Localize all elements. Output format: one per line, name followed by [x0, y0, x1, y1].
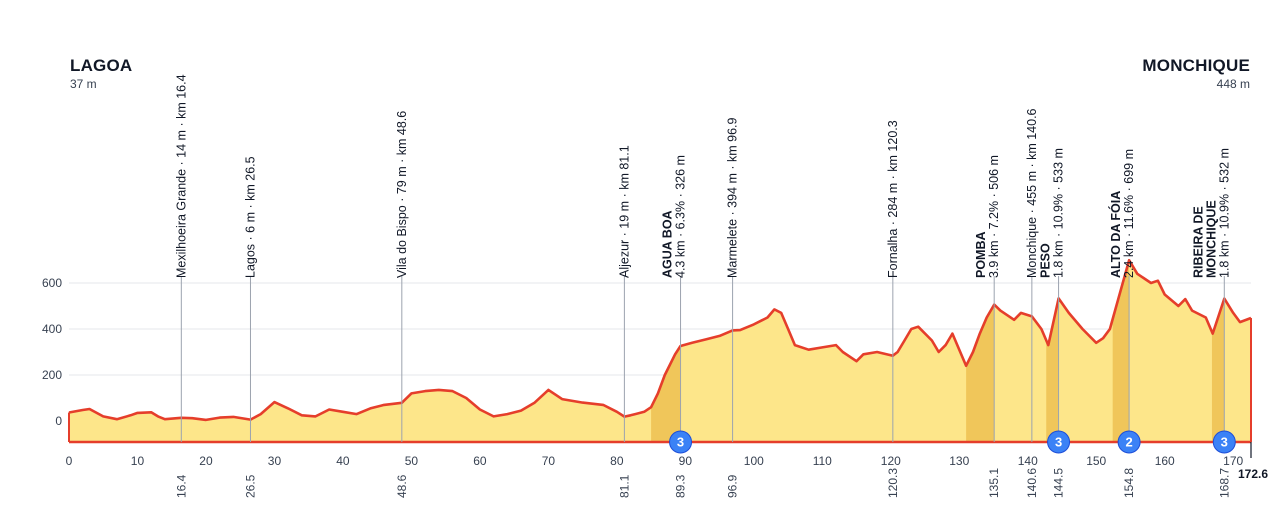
climb-name-label: ALTO DA FÓIA	[1108, 191, 1123, 278]
start-location: LAGOA 37 m	[70, 56, 132, 91]
y-tick-label: 200	[42, 368, 62, 382]
finish-location: MONCHIQUE 448 m	[1142, 56, 1250, 91]
climb-shade	[651, 346, 681, 442]
point-label: Aljezur · 19 m · km 81.1	[617, 145, 631, 278]
point-label: 2.4 km · 11.6% · 699 m	[1122, 149, 1136, 278]
point-label: 1.8 km · 10.9% · 533 m	[1052, 148, 1066, 278]
x-tick-label: 60	[473, 454, 487, 468]
y-tick-label: 600	[42, 276, 62, 290]
x-tick-label: 50	[405, 454, 419, 468]
finish-elevation: 448 m	[1216, 77, 1250, 91]
climb-name-label: RIBEIRA DE	[1191, 206, 1205, 278]
point-km-label: 96.9	[726, 474, 740, 498]
climb-name-label: MONCHIQUE	[1204, 200, 1218, 278]
profile-area	[69, 260, 1251, 442]
x-tick-label: 100	[744, 454, 764, 468]
point-km-label: 48.6	[395, 474, 409, 498]
finish-name: MONCHIQUE	[1142, 56, 1250, 75]
x-tick-label: 110	[813, 454, 832, 468]
climb-name-label: PESO	[1039, 243, 1053, 278]
start-name: LAGOA	[70, 56, 133, 75]
climb-category-label: 2	[1125, 435, 1132, 450]
finish-km-label: 172.6	[1238, 467, 1268, 481]
point-km-label: 16.4	[174, 474, 188, 498]
climb-category-label: 3	[1055, 435, 1062, 450]
profile-line	[68, 258, 1252, 422]
climb-category-label: 3	[1221, 435, 1228, 450]
x-tick-label: 80	[610, 454, 624, 468]
x-tick-label: 40	[336, 454, 350, 468]
point-label: 3.9 km · 7.2% · 506 m	[987, 155, 1001, 278]
point-km-label: 168.7	[1217, 468, 1231, 498]
x-tick-label: 0	[66, 454, 73, 468]
climb-shade	[966, 304, 995, 442]
climb-shade	[1211, 298, 1225, 442]
point-label: Lagos · 6 m · km 26.5	[243, 156, 257, 278]
point-km-label: 26.5	[243, 474, 257, 498]
point-label: 1.8 km · 10.9% · 532 m	[1217, 148, 1231, 278]
y-tick-label: 400	[42, 322, 62, 336]
climb-category-marker	[1047, 430, 1071, 454]
x-tick-label: 20	[199, 454, 213, 468]
x-tick-label: 30	[268, 454, 282, 468]
point-km-label: 135.1	[987, 468, 1001, 498]
point-km-label: 140.6	[1025, 468, 1039, 498]
climb-name-label: AGUA BOA	[661, 210, 675, 278]
x-tick-label: 120	[881, 454, 901, 468]
point-label: Marmelete · 394 m · km 96.9	[726, 117, 740, 278]
point-label: 4.3 km · 6.3% · 326 m	[674, 155, 688, 278]
x-tick-label: 160	[1155, 454, 1175, 468]
point-label: Fornalha · 284 m · km 120.3	[886, 120, 900, 278]
climb-name-label: POMBA	[974, 231, 988, 278]
x-tick-label: 150	[1086, 454, 1106, 468]
climb-category-marker	[1117, 430, 1141, 454]
point-km-label: 120.3	[886, 468, 900, 498]
x-tick-label: 130	[949, 454, 969, 468]
x-tick-label: 170	[1223, 454, 1243, 468]
climb-category-marker	[669, 430, 693, 454]
point-label: Vila do Bispo · 79 m · km 48.6	[395, 111, 409, 278]
point-km-label: 81.1	[617, 474, 631, 498]
point-label: Mexilhoeira Grande · 14 m · km 16.4	[174, 74, 188, 278]
x-tick-label: 10	[131, 454, 145, 468]
point-km-label: 144.5	[1052, 468, 1066, 498]
climb-category-marker	[1212, 430, 1236, 454]
y-tick-label: 0	[55, 414, 62, 428]
x-tick-label: 140	[1018, 454, 1038, 468]
x-tick-label: 70	[542, 454, 556, 468]
point-km-label: 89.3	[674, 474, 688, 498]
point-km-label: 154.8	[1122, 468, 1136, 498]
point-label: Monchique · 455 m · km 140.6	[1025, 108, 1039, 278]
climb-shade	[1046, 298, 1059, 442]
x-tick-label: 90	[679, 454, 693, 468]
start-elevation: 37 m	[70, 77, 97, 91]
climb-category-label: 3	[677, 435, 684, 450]
